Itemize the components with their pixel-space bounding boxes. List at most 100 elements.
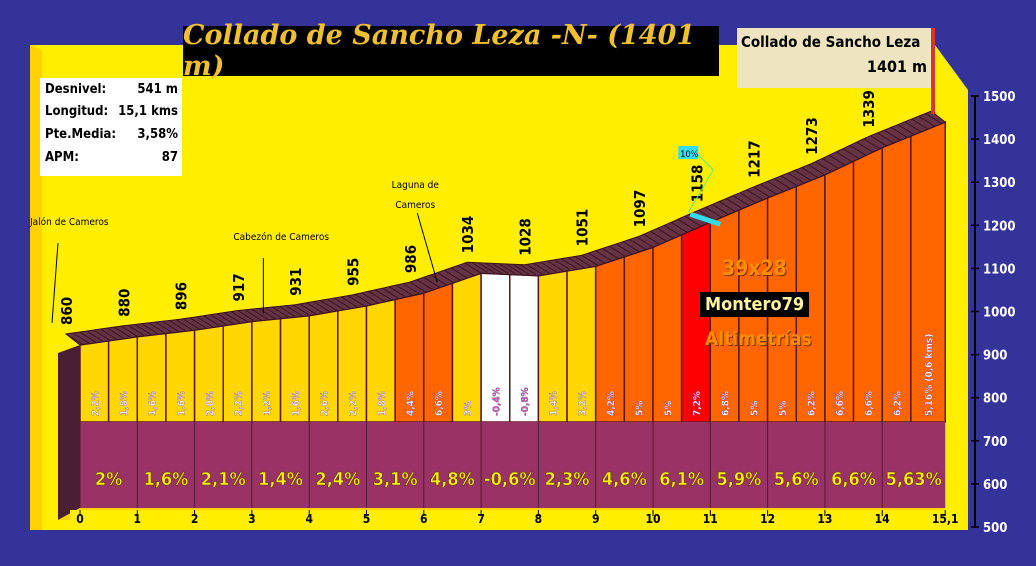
road-hatch	[835, 151, 853, 163]
segment-grade-label: 1,6%	[176, 391, 187, 416]
road-hatch	[168, 320, 186, 331]
road-hatch	[182, 318, 200, 330]
road-hatch	[753, 186, 770, 198]
road-hatch	[272, 306, 289, 318]
road-hatch	[732, 195, 750, 207]
road-hatch	[657, 227, 674, 239]
road-hatch	[911, 118, 929, 130]
y-tick-label: 1100	[983, 262, 1016, 277]
x-tick-label: 13	[817, 512, 832, 526]
road-hatch	[196, 316, 213, 328]
km-gradient-label: 4,8%	[430, 469, 475, 490]
x-tick-label: 3	[248, 512, 256, 526]
segment-grade-label: 6,6%	[434, 391, 445, 416]
road-hatch	[856, 141, 874, 153]
road-hatch	[299, 303, 317, 315]
road-hatch	[161, 320, 179, 332]
road-hatch	[285, 305, 303, 317]
road-hatch	[292, 304, 310, 316]
road-hatch	[430, 274, 447, 286]
road-hatch	[877, 132, 894, 144]
road-hatch	[258, 308, 275, 319]
road-hatch	[808, 164, 825, 176]
road-hatch	[320, 299, 337, 311]
segment-grade-label: 2,2%	[90, 391, 101, 416]
stats-box: Desnivel: 541 m Longitud: 15,1 kms Pte.Med…	[40, 78, 182, 176]
road-hatch	[801, 167, 818, 178]
x-tick-label: 14	[875, 512, 891, 526]
place-leader	[416, 212, 438, 283]
segment-grade-label: 1,8%	[377, 391, 388, 416]
road-hatch	[93, 329, 110, 341]
road-hatch	[925, 113, 942, 124]
road-hatch	[526, 263, 543, 275]
road-hatch	[828, 154, 846, 166]
road-hatch	[904, 121, 922, 133]
segment-grade-label: 7,2%	[692, 391, 703, 416]
road-hatch	[313, 301, 330, 313]
road-hatch	[251, 308, 268, 320]
place-label: Cabezón de Cameros	[233, 231, 329, 243]
road-hatch	[100, 328, 117, 340]
road-hatch	[636, 236, 653, 248]
road-hatch	[189, 317, 207, 329]
y-tick-label: 600	[983, 478, 1007, 493]
segment-grade-label: 1,4%	[549, 391, 560, 416]
road-hatch	[533, 262, 550, 274]
road-hatch	[223, 312, 241, 324]
road-hatch	[918, 115, 935, 127]
km-gradient-label: 2,3%	[545, 469, 590, 490]
elevation-label: 986	[402, 245, 420, 273]
road-hatch	[849, 144, 867, 156]
road-hatch	[457, 265, 475, 276]
segment-grade-label: 5%	[749, 401, 760, 416]
x-tick-label: 9	[592, 512, 600, 526]
road-hatch	[175, 319, 193, 331]
elevation-label: 896	[173, 282, 191, 310]
km-gradient-label: 6,6%	[831, 469, 876, 490]
km-gradient-label: 2,4%	[315, 469, 360, 490]
road-hatch	[773, 178, 791, 190]
road-hatch	[574, 256, 592, 267]
y-tick-label: 900	[983, 349, 1007, 364]
road-hatch	[230, 311, 248, 322]
road-hatch	[663, 224, 681, 236]
road-hatch	[210, 314, 227, 326]
segment-grade-label: 4,2%	[606, 391, 617, 416]
road-hatch	[86, 330, 103, 342]
road-hatch	[244, 309, 262, 321]
km-gradient-label: 3,1%	[373, 469, 418, 490]
x-tick-label: 1	[134, 512, 142, 526]
km-gradient-label: -0,6%	[484, 469, 536, 490]
road-hatch	[354, 293, 372, 305]
stat-value: 3,58%	[137, 127, 178, 142]
road-hatch	[361, 292, 378, 304]
elevation-label: 1051	[574, 209, 592, 247]
road-hatch	[739, 192, 757, 204]
x-tick-label: 8	[535, 512, 543, 526]
road-hatch	[471, 262, 488, 273]
road-hatch	[629, 238, 647, 250]
road-hatch	[141, 323, 158, 335]
road-hatch	[375, 289, 392, 301]
road-hatch	[712, 203, 729, 215]
road-hatch	[677, 218, 695, 230]
road-hatch	[450, 267, 468, 279]
km-gradient-label: 4,6%	[602, 469, 647, 490]
road-hatch	[416, 279, 433, 291]
segment-grade-label: 3%	[463, 401, 474, 416]
road-hatch	[870, 135, 887, 147]
grade-bar	[623, 246, 654, 423]
elevation-label: 1097	[631, 190, 649, 228]
road-hatch	[698, 209, 715, 221]
place-leader	[51, 242, 59, 324]
grade-bar	[652, 233, 683, 423]
road-hatch	[505, 263, 523, 275]
road-hatch	[203, 315, 220, 327]
road-hatch	[760, 183, 777, 195]
segment-grade-label: 3,2%	[577, 391, 588, 416]
road-hatch	[815, 161, 832, 173]
road-hatch	[485, 262, 502, 274]
road-hatch	[492, 262, 509, 274]
